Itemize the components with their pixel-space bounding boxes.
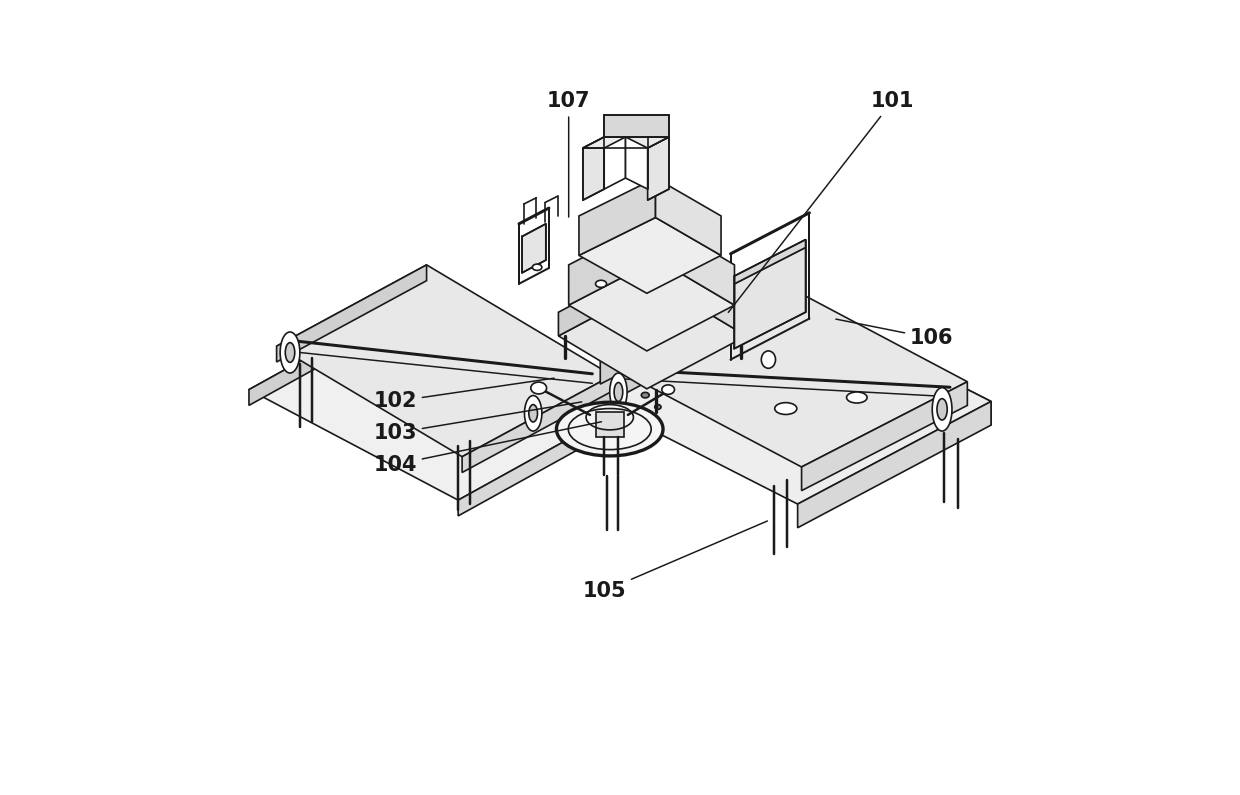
Polygon shape (583, 137, 668, 148)
Ellipse shape (532, 264, 542, 270)
Text: 103: 103 (373, 402, 582, 443)
Polygon shape (558, 259, 658, 336)
Polygon shape (579, 178, 656, 255)
Polygon shape (797, 401, 991, 528)
Ellipse shape (847, 392, 867, 403)
Polygon shape (569, 259, 734, 351)
Text: 101: 101 (728, 91, 914, 312)
Polygon shape (249, 287, 434, 405)
Polygon shape (277, 265, 613, 456)
Polygon shape (580, 291, 991, 504)
Polygon shape (647, 137, 668, 200)
Polygon shape (558, 283, 746, 389)
Polygon shape (579, 218, 720, 293)
Ellipse shape (932, 388, 952, 431)
Ellipse shape (662, 385, 675, 394)
Polygon shape (625, 137, 647, 189)
Text: 102: 102 (373, 378, 554, 412)
Ellipse shape (528, 405, 537, 422)
Ellipse shape (761, 351, 775, 368)
Polygon shape (658, 259, 746, 336)
Polygon shape (596, 412, 624, 437)
Polygon shape (463, 375, 613, 472)
Ellipse shape (525, 396, 542, 431)
Text: 107: 107 (547, 91, 590, 217)
Text: 104: 104 (373, 421, 601, 475)
Ellipse shape (655, 405, 661, 409)
Polygon shape (277, 265, 427, 362)
Polygon shape (600, 275, 766, 384)
Polygon shape (600, 275, 967, 467)
Ellipse shape (937, 398, 947, 420)
Ellipse shape (531, 382, 547, 394)
Polygon shape (734, 239, 806, 284)
Polygon shape (522, 224, 546, 273)
Polygon shape (583, 137, 604, 200)
Ellipse shape (610, 373, 627, 411)
Polygon shape (656, 178, 720, 255)
Polygon shape (580, 291, 774, 417)
Ellipse shape (557, 402, 663, 456)
Text: 106: 106 (836, 319, 954, 348)
Ellipse shape (775, 402, 797, 414)
Ellipse shape (285, 343, 295, 363)
Ellipse shape (641, 393, 650, 398)
Ellipse shape (280, 332, 300, 373)
Polygon shape (604, 115, 668, 137)
Polygon shape (657, 219, 734, 305)
Ellipse shape (614, 382, 622, 401)
Ellipse shape (595, 281, 606, 287)
Polygon shape (604, 137, 625, 189)
Polygon shape (249, 287, 644, 500)
Polygon shape (801, 382, 967, 491)
Text: 105: 105 (583, 521, 768, 601)
Polygon shape (734, 247, 806, 348)
Polygon shape (569, 219, 657, 305)
Polygon shape (458, 398, 644, 516)
Polygon shape (580, 291, 991, 425)
